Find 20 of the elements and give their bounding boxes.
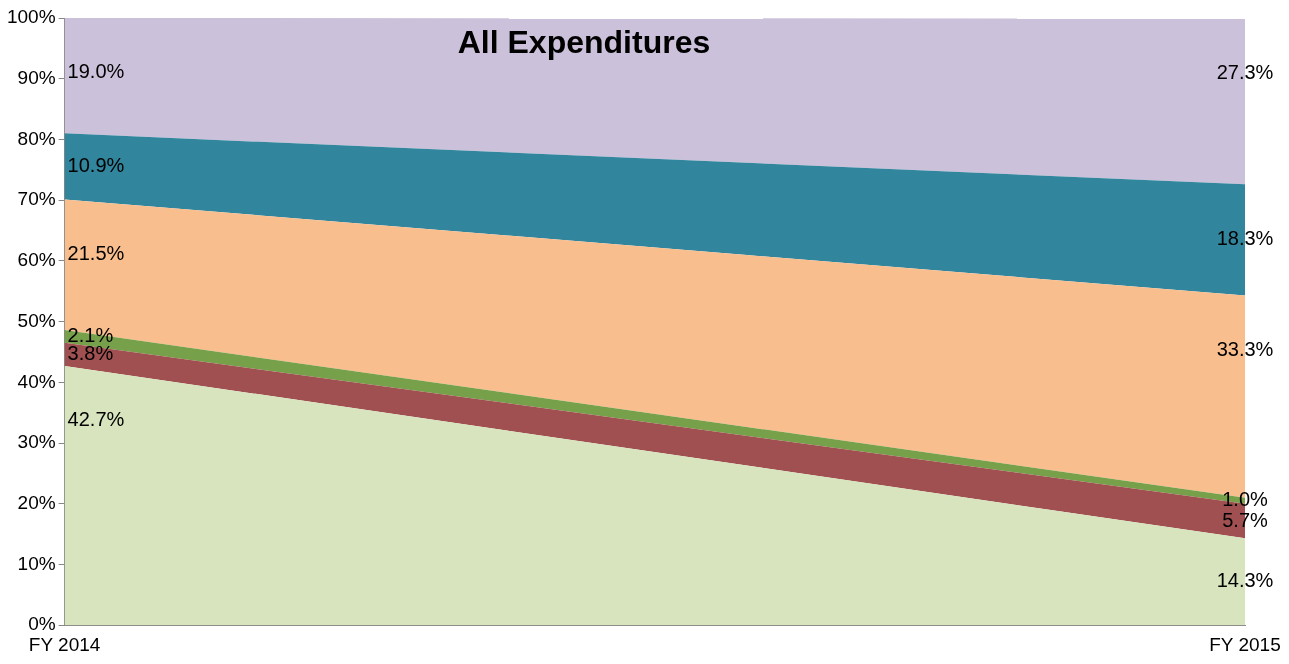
data-label: 42.7%	[67, 408, 125, 431]
y-tick-label: 100%	[6, 6, 56, 28]
y-tick-label: 40%	[17, 370, 56, 392]
data-label: 5.7%	[1222, 508, 1269, 531]
y-tick-label: 80%	[17, 127, 56, 149]
data-label: 33.3%	[1216, 337, 1274, 360]
y-tick-label: 60%	[17, 249, 56, 271]
data-label: 3.8%	[67, 341, 114, 364]
y-tick-label: 70%	[17, 188, 56, 210]
data-label: 21.5%	[67, 241, 125, 264]
y-tick-label: 50%	[17, 309, 56, 331]
y-tick-label: 0%	[28, 613, 56, 635]
x-tick-label: FY 2014	[28, 633, 101, 655]
data-label: 1.0%	[1222, 488, 1269, 511]
y-tick-label: 90%	[17, 66, 56, 88]
data-label: 14.3%	[1216, 569, 1274, 592]
y-tick-label: 20%	[17, 491, 56, 513]
x-tick-label: FY 2015	[1209, 633, 1281, 655]
y-tick-label: 30%	[17, 431, 56, 453]
y-tick-label: 10%	[17, 552, 56, 574]
